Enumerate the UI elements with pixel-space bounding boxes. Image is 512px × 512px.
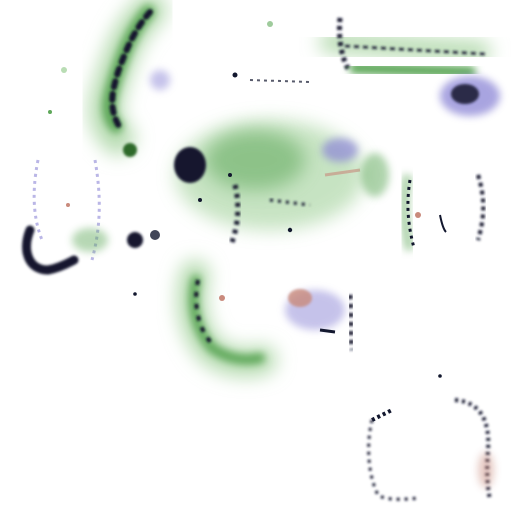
stroke-bottom-right <box>367 374 494 501</box>
stroke-right <box>399 173 486 252</box>
blob-center <box>174 120 389 243</box>
blob-middle-right <box>285 289 355 351</box>
stroke-top-left <box>88 0 170 157</box>
stroke-lower-center <box>176 260 277 378</box>
stroke-left <box>22 159 160 275</box>
stroke-top-right <box>232 17 500 116</box>
specks <box>48 67 293 296</box>
